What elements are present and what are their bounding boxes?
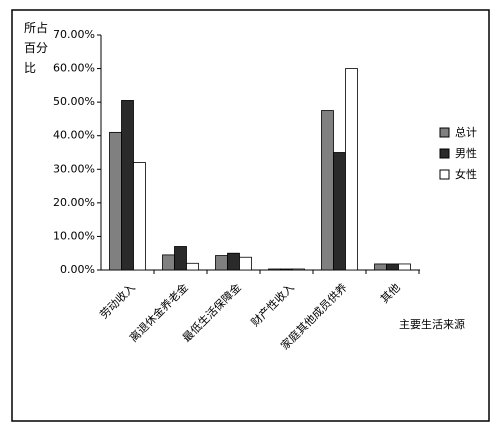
x-tick-label: 财产性收入 [248,280,297,329]
bar [109,131,122,271]
bar [133,162,146,271]
y-axis-label: 所占百分比 [24,21,49,75]
y-tick-label: 60.00% [53,62,95,75]
bar [215,255,228,271]
bar [162,254,175,271]
legend-swatch [439,169,450,180]
legend-label: 男性 [455,146,477,160]
bar [268,268,281,271]
bar [292,268,305,271]
x-tick-label: 其他 [378,281,403,306]
legend-swatch [439,148,450,159]
legend-label: 总计 [455,125,477,139]
bar [239,256,252,271]
bar [386,263,399,271]
y-tick-label: 50.00% [53,95,95,108]
bar [398,263,411,271]
legend-label: 女性 [455,167,477,181]
bar [321,110,334,271]
x-axis-label: 主要生活来源 [399,317,465,331]
bar [174,246,187,271]
bar [121,100,134,271]
bar [333,152,346,271]
bar [345,68,358,271]
bar [280,268,293,271]
y-tick-label: 20.00% [53,196,95,209]
y-tick-label: 70.00% [53,28,95,41]
y-tick-label: 30.00% [53,162,95,175]
bar [186,262,199,271]
bar [227,252,240,271]
frame [11,9,490,422]
y-tick-label: 0.00% [60,263,95,276]
x-tick-label: 劳动收入 [97,280,138,321]
y-tick-label: 10.00% [53,229,95,242]
legend-swatch [439,127,450,138]
bar [374,263,387,271]
y-tick-label: 40.00% [53,129,95,142]
